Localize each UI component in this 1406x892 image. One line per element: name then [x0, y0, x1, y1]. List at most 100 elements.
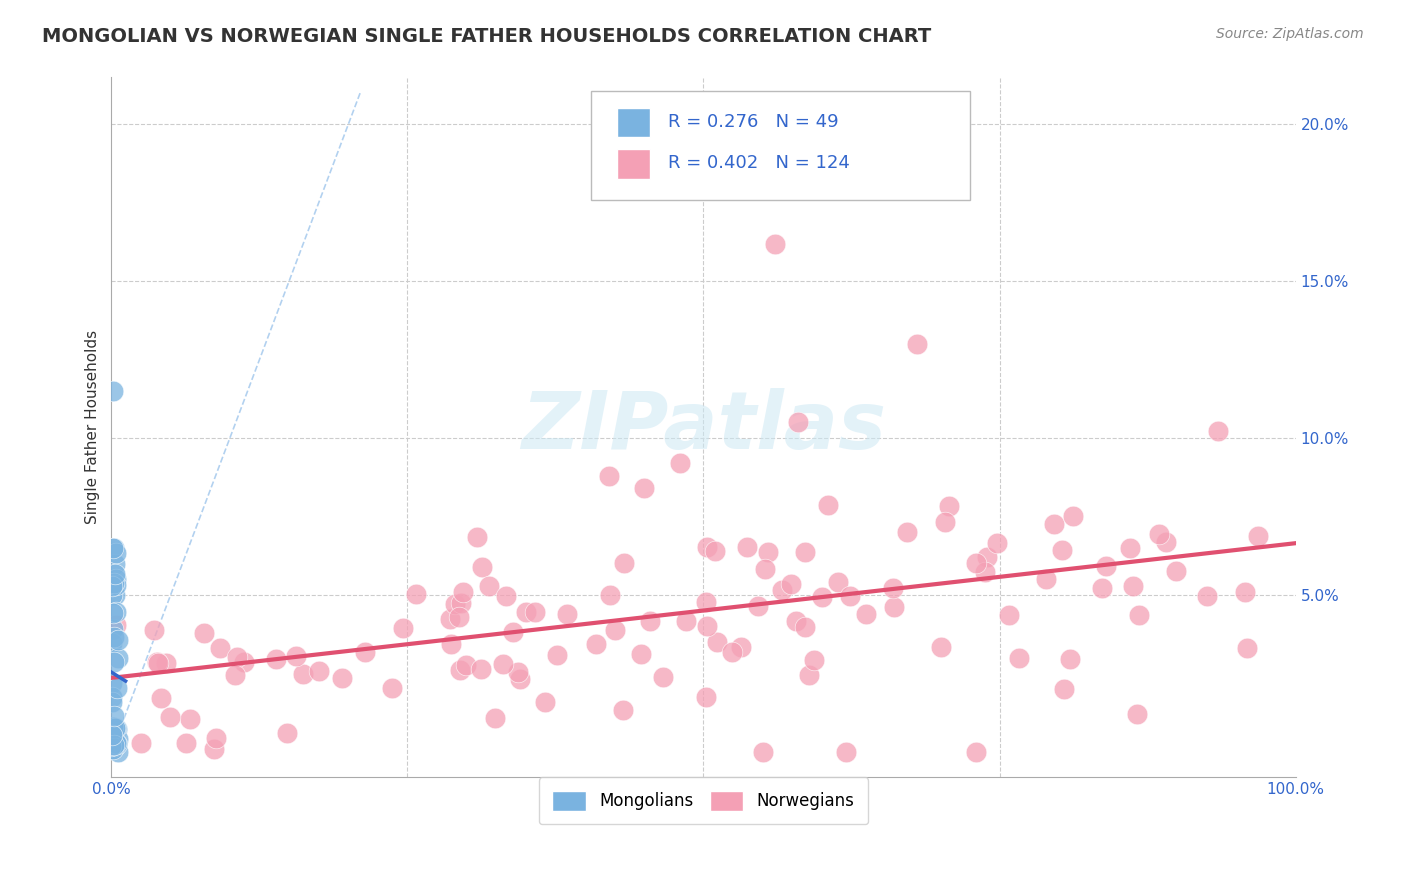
Point	[104, 605, 127, 619]
Point	[1062, 509, 1084, 524]
Point	[101, 741, 124, 756]
Point	[101, 636, 124, 650]
Bar	[617, 108, 650, 136]
Point	[449, 609, 471, 624]
Point	[276, 726, 298, 740]
Point	[101, 384, 124, 398]
Point	[1166, 565, 1188, 579]
Point	[1091, 581, 1114, 595]
Point	[449, 664, 471, 678]
Point	[986, 536, 1008, 550]
Point	[817, 498, 839, 512]
Point	[998, 608, 1021, 623]
Point	[599, 588, 621, 602]
Point	[101, 690, 124, 704]
Bar	[617, 150, 650, 179]
Point	[103, 575, 125, 590]
Point	[965, 556, 987, 570]
Point	[465, 530, 488, 544]
Point	[308, 664, 330, 678]
Point	[515, 605, 537, 619]
Point	[105, 545, 128, 559]
Point	[883, 599, 905, 614]
Point	[381, 681, 404, 696]
Point	[827, 575, 849, 590]
Point	[855, 607, 877, 621]
Point	[101, 724, 124, 739]
Point	[811, 590, 834, 604]
Point	[439, 612, 461, 626]
Point	[839, 589, 862, 603]
Point	[193, 626, 215, 640]
Point	[101, 728, 124, 742]
Point	[103, 720, 125, 734]
Point	[508, 665, 530, 679]
Point	[405, 587, 427, 601]
Text: R = 0.402   N = 124: R = 0.402 N = 124	[668, 154, 849, 172]
Point	[104, 578, 127, 592]
Point	[803, 653, 825, 667]
Point	[965, 745, 987, 759]
Point	[105, 721, 128, 735]
Point	[202, 741, 225, 756]
Text: MONGOLIAN VS NORWEGIAN SINGLE FATHER HOUSEHOLDS CORRELATION CHART: MONGOLIAN VS NORWEGIAN SINGLE FATHER HOU…	[42, 27, 931, 45]
Point	[101, 694, 124, 708]
Point	[392, 620, 415, 634]
Point	[603, 623, 626, 637]
Point	[105, 572, 128, 586]
Point	[104, 567, 127, 582]
Point	[103, 737, 125, 751]
Point	[143, 623, 166, 637]
Point	[103, 655, 125, 669]
Point	[696, 540, 718, 554]
Point	[770, 582, 793, 597]
Point	[896, 525, 918, 540]
Point	[976, 549, 998, 564]
Point	[107, 651, 129, 665]
Point	[103, 709, 125, 723]
Point	[706, 635, 728, 649]
Point	[354, 645, 377, 659]
Point	[451, 585, 474, 599]
Point	[266, 651, 288, 665]
Point	[612, 703, 634, 717]
Point	[720, 645, 742, 659]
Point	[598, 468, 620, 483]
Point	[208, 641, 231, 656]
Point	[205, 731, 228, 746]
Point	[101, 724, 124, 739]
Point	[934, 515, 956, 529]
Point	[484, 711, 506, 725]
Point	[440, 637, 463, 651]
Point	[104, 739, 127, 754]
Point	[633, 481, 655, 495]
Point	[695, 595, 717, 609]
Point	[179, 712, 201, 726]
Point	[444, 598, 467, 612]
Point	[146, 655, 169, 669]
Point	[159, 710, 181, 724]
Point	[103, 738, 125, 752]
Point	[101, 588, 124, 602]
Point	[101, 734, 124, 748]
Text: Source: ZipAtlas.com: Source: ZipAtlas.com	[1216, 27, 1364, 41]
Point	[105, 736, 128, 750]
Point	[938, 499, 960, 513]
Point	[585, 637, 607, 651]
Point	[150, 690, 173, 705]
Point	[1094, 559, 1116, 574]
Point	[450, 596, 472, 610]
Point	[651, 670, 673, 684]
Point	[101, 541, 124, 555]
Point	[105, 737, 128, 751]
Point	[103, 734, 125, 748]
Point	[103, 630, 125, 644]
Point	[794, 620, 817, 634]
Point	[101, 723, 124, 738]
Point	[100, 727, 122, 741]
Point	[502, 624, 524, 639]
Point	[1050, 542, 1073, 557]
Point	[669, 456, 692, 470]
Point	[103, 541, 125, 555]
Point	[101, 622, 124, 636]
